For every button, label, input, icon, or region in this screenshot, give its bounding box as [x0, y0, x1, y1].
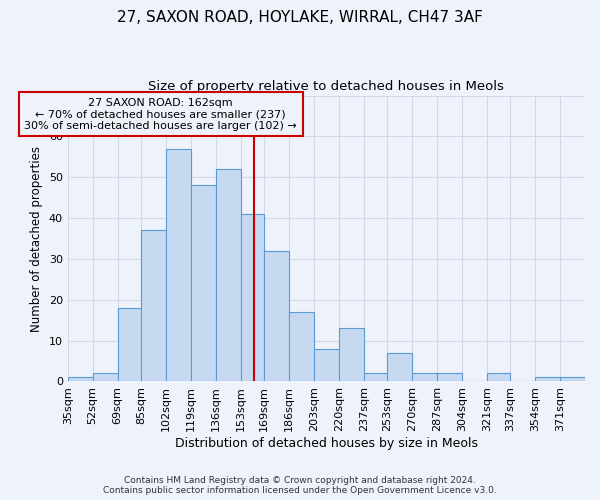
Bar: [241, 214, 264, 382]
Bar: [118, 308, 141, 382]
Bar: [364, 374, 387, 382]
Text: Contains HM Land Registry data © Crown copyright and database right 2024.
Contai: Contains HM Land Registry data © Crown c…: [103, 476, 497, 495]
Bar: [264, 251, 289, 382]
Bar: [216, 169, 241, 382]
Bar: [560, 378, 585, 382]
Y-axis label: Number of detached properties: Number of detached properties: [30, 146, 43, 332]
Bar: [289, 312, 314, 382]
Bar: [191, 186, 216, 382]
Bar: [68, 378, 92, 382]
Bar: [339, 328, 364, 382]
Bar: [314, 349, 339, 382]
Bar: [92, 374, 118, 382]
Text: 27 SAXON ROAD: 162sqm
← 70% of detached houses are smaller (237)
30% of semi-det: 27 SAXON ROAD: 162sqm ← 70% of detached …: [25, 98, 297, 131]
Bar: [487, 374, 510, 382]
Bar: [141, 230, 166, 382]
Bar: [387, 353, 412, 382]
X-axis label: Distribution of detached houses by size in Meols: Distribution of detached houses by size …: [175, 437, 478, 450]
Title: Size of property relative to detached houses in Meols: Size of property relative to detached ho…: [148, 80, 505, 93]
Bar: [166, 148, 191, 382]
Bar: [437, 374, 462, 382]
Text: 27, SAXON ROAD, HOYLAKE, WIRRAL, CH47 3AF: 27, SAXON ROAD, HOYLAKE, WIRRAL, CH47 3A…: [117, 10, 483, 25]
Bar: [535, 378, 560, 382]
Bar: [412, 374, 437, 382]
